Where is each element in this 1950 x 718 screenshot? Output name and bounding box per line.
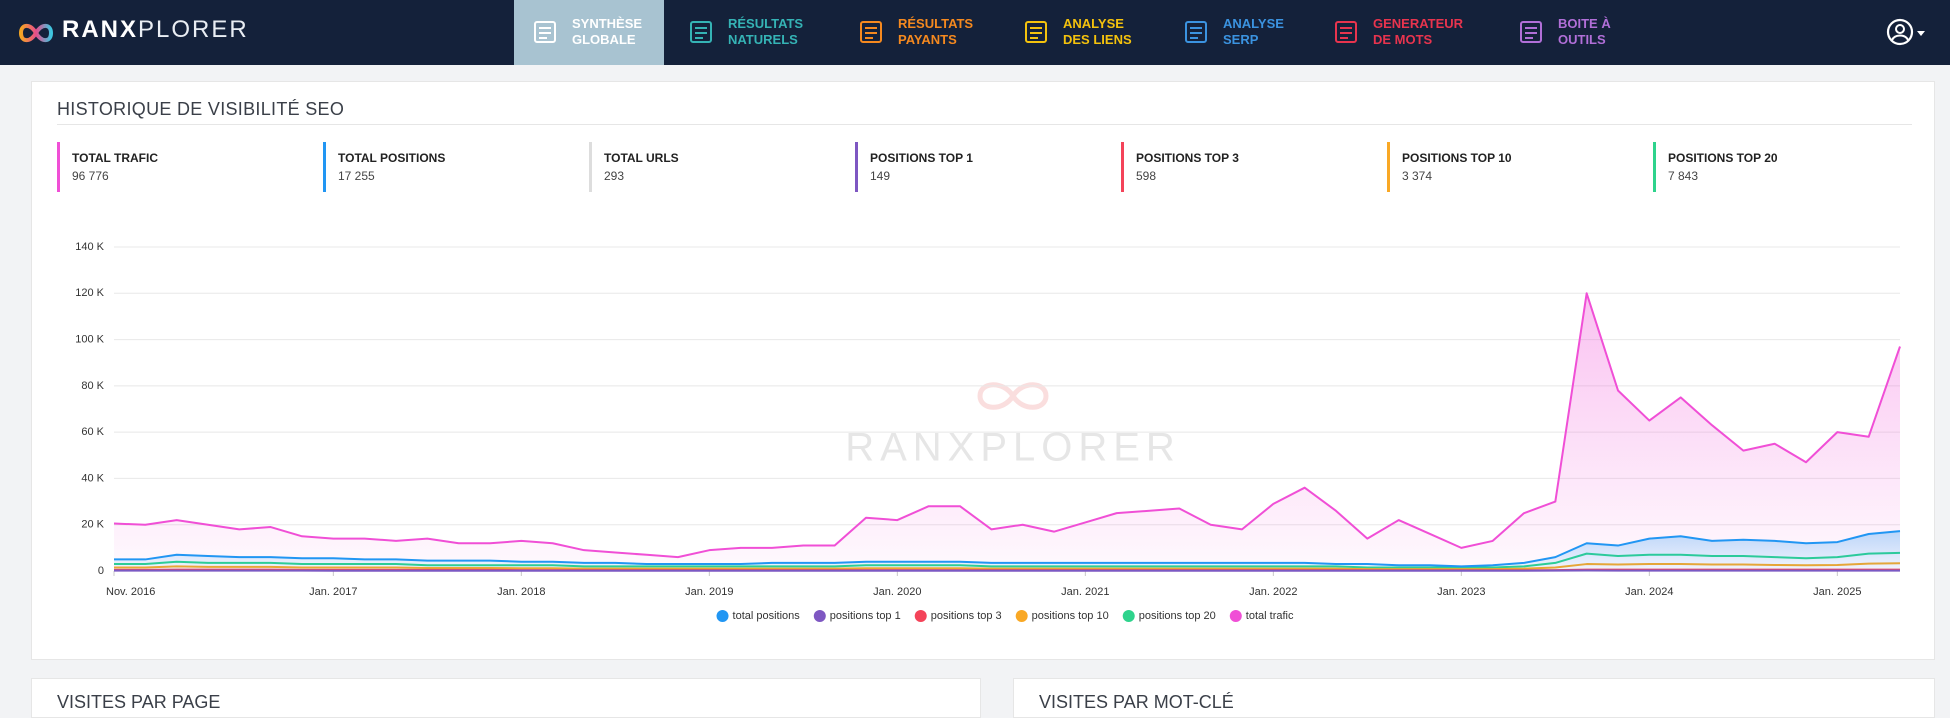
x-tick-label: Jan. 2021 <box>1061 586 1109 598</box>
y-tick-label: 20 K <box>81 519 104 531</box>
legend-marker <box>1016 610 1028 622</box>
legend-marker <box>915 610 927 622</box>
legend-item: total trafic <box>1230 610 1294 622</box>
x-tick-label: Jan. 2024 <box>1625 586 1673 598</box>
legend-item: positions top 1 <box>814 610 901 622</box>
x-tick-label: Jan. 2023 <box>1437 586 1485 598</box>
x-tick-label: Nov. 2016 <box>106 586 155 598</box>
y-tick-label: 0 <box>98 565 104 577</box>
legend-label: positions top 3 <box>931 610 1002 622</box>
section-title: VISITES PAR PAGE <box>57 692 220 713</box>
section-panel: VISITES PAR PAGE <box>31 678 981 718</box>
y-tick-label: 100 K <box>75 333 104 345</box>
x-tick-label: Jan. 2020 <box>873 586 921 598</box>
legend-marker <box>814 610 826 622</box>
legend: total positions positions top 1 positions … <box>717 610 1294 622</box>
legend-label: total positions <box>733 610 801 622</box>
watermark <box>980 385 1046 408</box>
x-tick-label: Jan. 2025 <box>1813 586 1861 598</box>
legend-marker <box>1230 610 1242 622</box>
legend-item: positions top 3 <box>915 610 1002 622</box>
legend-label: positions top 10 <box>1032 610 1109 622</box>
y-tick-label: 80 K <box>81 380 104 392</box>
legend-item: positions top 10 <box>1016 610 1109 622</box>
y-tick-label: 140 K <box>75 241 104 253</box>
x-tick-label: Jan. 2019 <box>685 586 733 598</box>
section-panel: VISITES PAR MOT-CLÉ <box>1013 678 1935 718</box>
x-tick-label: Jan. 2018 <box>497 586 545 598</box>
x-tick-label: Jan. 2017 <box>309 586 357 598</box>
legend-item: positions top 20 <box>1123 610 1216 622</box>
legend-label: total trafic <box>1246 610 1294 622</box>
section-title: VISITES PAR MOT-CLÉ <box>1039 692 1234 713</box>
y-tick-label: 40 K <box>81 472 104 484</box>
legend-marker <box>717 610 729 622</box>
legend-label: positions top 1 <box>830 610 901 622</box>
legend-item: total positions <box>717 610 801 622</box>
legend-label: positions top 20 <box>1139 610 1216 622</box>
y-tick-label: 120 K <box>75 287 104 299</box>
x-tick-label: Jan. 2022 <box>1249 586 1297 598</box>
legend-marker <box>1123 610 1135 622</box>
y-tick-label: 60 K <box>81 426 104 438</box>
